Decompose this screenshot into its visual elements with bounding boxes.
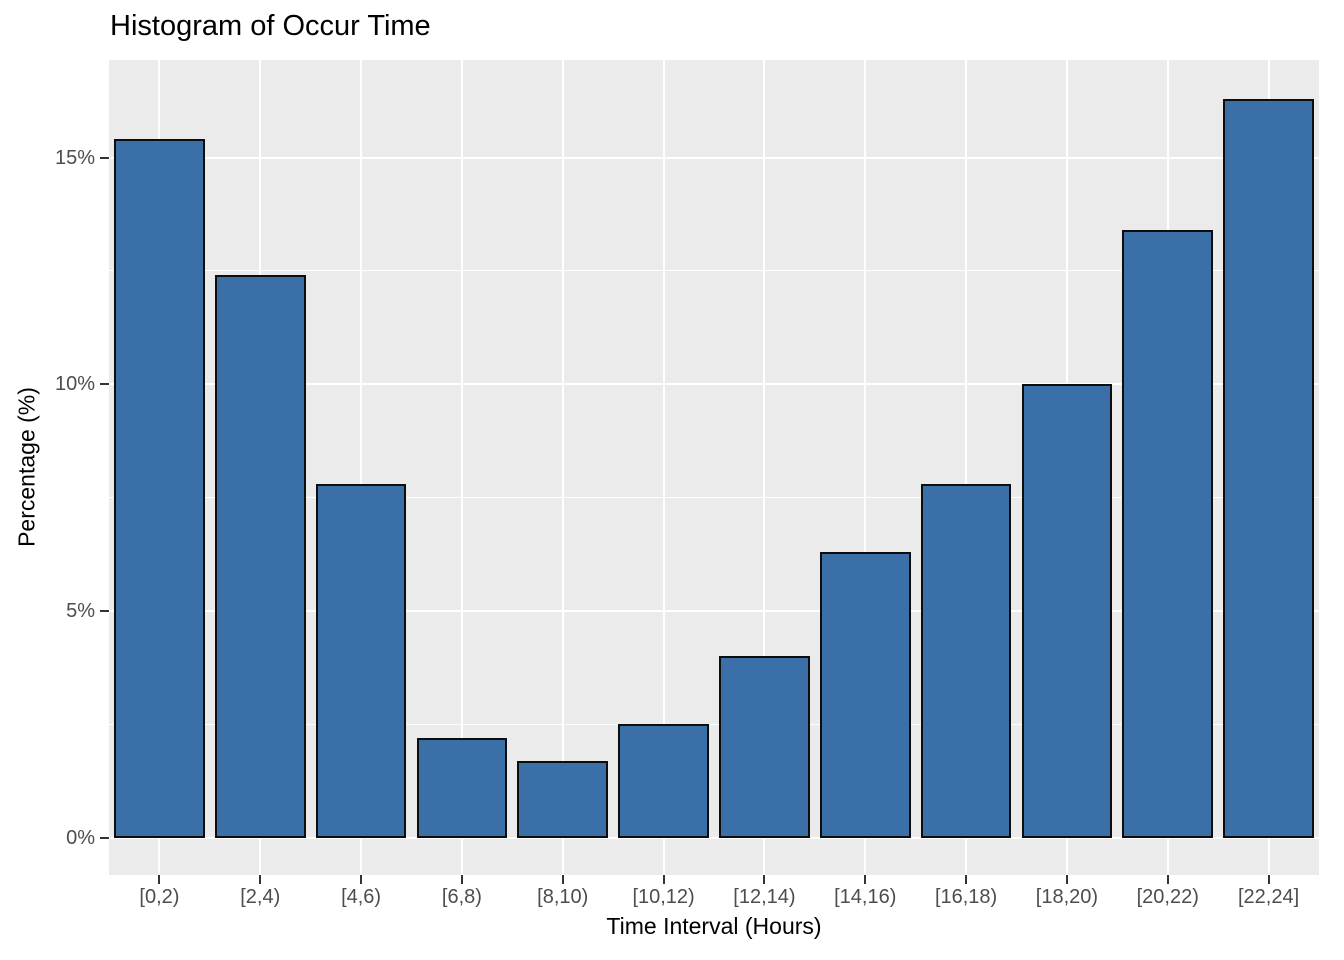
x-tick-mark bbox=[360, 875, 363, 884]
x-axis-title: Time Interval (Hours) bbox=[606, 913, 822, 939]
y-tick-mark bbox=[100, 383, 109, 386]
plot-panel bbox=[109, 60, 1319, 875]
x-tick-mark bbox=[460, 875, 463, 884]
grid-major-y bbox=[109, 156, 1319, 159]
x-tick-label: [22,24] bbox=[1237, 886, 1300, 908]
x-tick-label: [6,8) bbox=[441, 886, 482, 908]
grid-major-y bbox=[109, 836, 1319, 839]
x-tick-mark bbox=[1065, 875, 1068, 884]
bar bbox=[214, 275, 306, 838]
bar bbox=[618, 724, 709, 838]
grid-minor-y bbox=[109, 497, 1319, 499]
x-tick-label: [12,14) bbox=[733, 886, 796, 908]
chart-title: Histogram of Occur Time bbox=[110, 10, 431, 42]
bar bbox=[1122, 230, 1214, 838]
x-tick-label: [0,2) bbox=[139, 886, 180, 908]
x-tick-label: [20,22) bbox=[1136, 886, 1199, 908]
grid-major-x bbox=[662, 60, 665, 875]
x-tick-label: [2,4) bbox=[240, 886, 281, 908]
grid-major-x bbox=[864, 60, 867, 875]
bar bbox=[719, 656, 810, 838]
bar bbox=[416, 738, 508, 838]
x-tick-mark bbox=[1166, 875, 1169, 884]
y-tick-mark bbox=[100, 156, 109, 159]
bar bbox=[1223, 98, 1314, 838]
grid-major-y bbox=[109, 383, 1319, 386]
x-tick-mark bbox=[1267, 875, 1270, 884]
x-tick-label: [8,10) bbox=[537, 886, 589, 908]
x-tick-mark bbox=[965, 875, 968, 884]
bar bbox=[819, 552, 911, 838]
grid-minor-y bbox=[109, 723, 1319, 725]
x-tick-label: [16,18) bbox=[934, 886, 998, 908]
x-tick-mark bbox=[763, 875, 766, 884]
y-tick-label: 0% bbox=[66, 826, 95, 849]
x-tick-label: [14,16) bbox=[834, 886, 897, 908]
x-tick-label: [10,12) bbox=[632, 886, 695, 908]
y-tick-label: 10% bbox=[54, 373, 95, 396]
y-tick-label: 5% bbox=[66, 600, 95, 623]
x-tick-mark bbox=[662, 875, 665, 884]
y-tick-label: 15% bbox=[54, 146, 95, 169]
x-tick-label: [4,6) bbox=[341, 886, 382, 908]
bar bbox=[1021, 384, 1113, 838]
x-tick-mark bbox=[864, 875, 867, 884]
y-axis-title: Percentage (%) bbox=[13, 387, 40, 547]
x-tick-mark bbox=[259, 875, 262, 884]
grid-major-x bbox=[460, 60, 463, 875]
y-tick-mark bbox=[100, 836, 109, 839]
bar bbox=[315, 484, 407, 838]
bar bbox=[517, 760, 609, 838]
x-tick-mark bbox=[158, 875, 161, 884]
x-tick-label: [18,20) bbox=[1035, 886, 1099, 908]
bar bbox=[114, 139, 205, 838]
grid-major-x bbox=[360, 60, 363, 875]
grid-major-x bbox=[763, 60, 766, 875]
y-tick-mark bbox=[100, 610, 109, 613]
grid-major-y bbox=[109, 610, 1319, 613]
x-tick-mark bbox=[561, 875, 564, 884]
grid-major-x bbox=[965, 60, 968, 875]
grid-minor-y bbox=[109, 270, 1319, 272]
bar bbox=[920, 484, 1012, 838]
grid-major-x bbox=[561, 60, 564, 875]
